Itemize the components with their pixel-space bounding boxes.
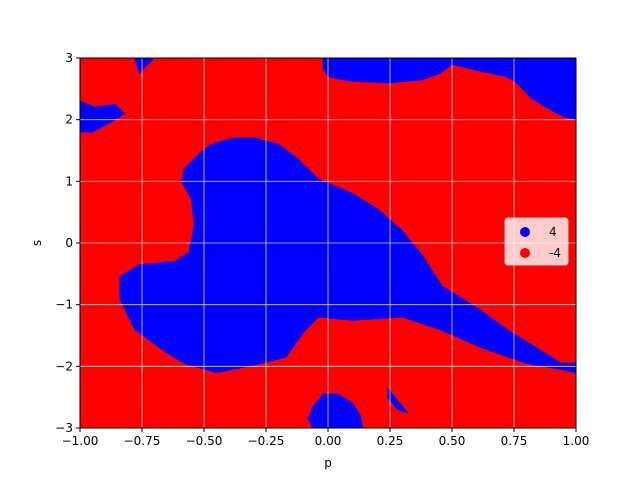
- legend: 4 -4: [504, 217, 569, 266]
- x-tick-label: −0.50: [186, 434, 223, 448]
- y-tick-label: 3: [65, 51, 73, 65]
- legend-marker-minus-4: [520, 248, 530, 258]
- y-tick-label: 0: [65, 236, 73, 250]
- region-value-4-5: [322, 57, 577, 121]
- legend-marker-4: [520, 227, 530, 237]
- y-tick-label: −2: [55, 359, 73, 373]
- x-tick-label: 0.25: [377, 434, 404, 448]
- x-tick-label: 0.00: [315, 434, 342, 448]
- y-axis: −3 −2 −1 0 1 2 3: [55, 51, 80, 435]
- region-value-4-3: [79, 100, 126, 133]
- legend-label-4: 4: [549, 225, 557, 239]
- region-value-4-0: [119, 137, 577, 374]
- y-axis-label: s: [30, 240, 44, 246]
- legend-label-minus-4: -4: [549, 246, 561, 260]
- y-tick-label: 2: [65, 113, 73, 127]
- region-value-4-2: [387, 386, 409, 414]
- x-axis: −1.00 −0.75 −0.50 −0.25 0.00 0.25 0.50 0.75 1.00: [62, 428, 590, 448]
- y-tick-label: −1: [55, 298, 73, 312]
- y-tick-label: 1: [65, 174, 73, 188]
- y-tick-label: −3: [55, 421, 73, 435]
- x-tick-label: −1.00: [62, 434, 99, 448]
- x-tick-label: −0.25: [248, 434, 285, 448]
- x-tick-label: 1.00: [563, 434, 590, 448]
- x-tick-label: −0.75: [124, 434, 161, 448]
- x-tick-label: 0.75: [501, 434, 528, 448]
- x-tick-label: 0.50: [439, 434, 466, 448]
- x-axis-label: p: [324, 456, 332, 470]
